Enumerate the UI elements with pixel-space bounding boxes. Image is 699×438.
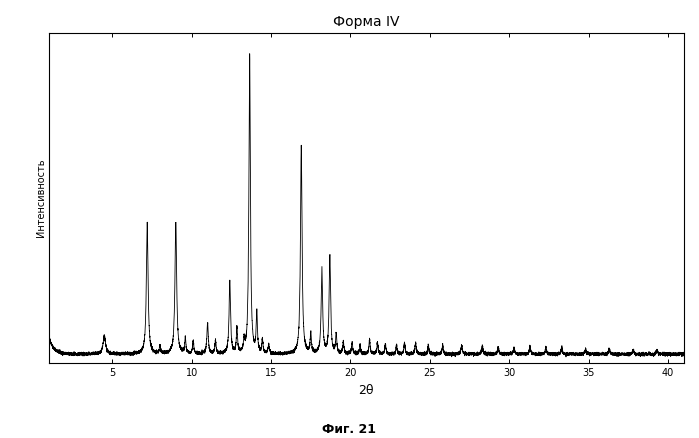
- Title: Форма IV: Форма IV: [333, 15, 400, 29]
- Text: Фиг. 21: Фиг. 21: [322, 423, 377, 436]
- X-axis label: 2θ: 2θ: [359, 384, 374, 397]
- Y-axis label: Интенсивность: Интенсивность: [36, 159, 46, 237]
